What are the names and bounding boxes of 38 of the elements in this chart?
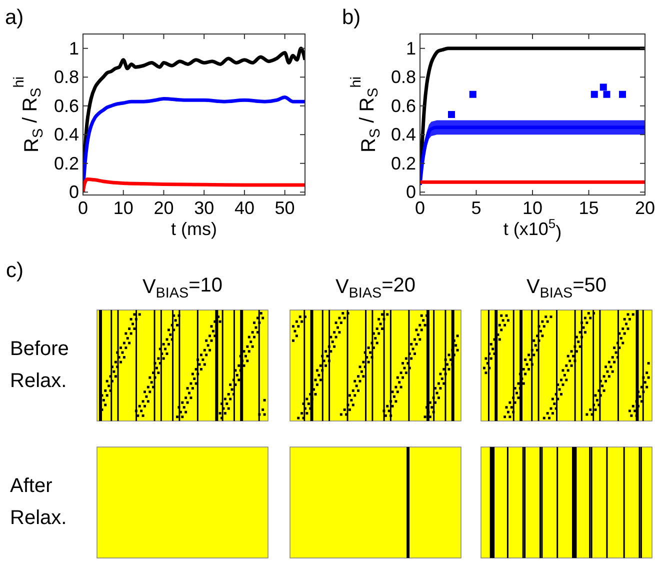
x-tick-label: 10	[113, 198, 134, 218]
x-tick-label: 10	[522, 198, 543, 218]
y-tick-label: 0.6	[54, 96, 79, 116]
x-tick-label: 15	[578, 198, 599, 218]
y-tick-label: 0	[68, 182, 79, 202]
point	[603, 90, 610, 98]
y-tick-label: 0.2	[390, 153, 416, 174]
y-tick-label: 0.2	[54, 153, 79, 174]
point	[590, 90, 598, 98]
point	[469, 90, 476, 98]
x-axis-title: t (ms)	[171, 219, 217, 239]
text: c)	[6, 259, 24, 282]
y-tick-label: 0.6	[390, 96, 416, 116]
y-tick-label: 1	[68, 38, 79, 58]
x-tick-label: 30	[194, 198, 214, 218]
y-tick-label: 0.8	[54, 67, 79, 88]
line-series	[83, 177, 305, 194]
x-tick-label: 20	[634, 198, 655, 218]
point	[619, 90, 626, 98]
text: After Relax.	[10, 475, 67, 529]
chart-title: b)	[342, 6, 361, 29]
chart-title: a)	[5, 6, 24, 29]
y-tick-label: 0.8	[390, 67, 416, 88]
text: V$_{BIAS}$=10	[142, 274, 223, 302]
text: V$_{BIAS}$=50	[526, 274, 607, 302]
text: V$_{BIAS}$=20	[335, 274, 416, 302]
y-tick-label: 0.4	[390, 124, 416, 145]
text: Before Relax.	[10, 338, 69, 392]
point	[448, 111, 455, 118]
point	[600, 84, 607, 91]
y-tick-label: 0	[406, 182, 416, 202]
x-axis-title: t (x10$^{5}$)	[503, 216, 562, 242]
y-tick-label: 0.4	[54, 124, 79, 145]
x-tick-label: 20	[154, 198, 174, 218]
x-tick-label: 5	[471, 198, 482, 218]
x-tick-label: 50	[274, 198, 295, 218]
x-tick-label: 40	[234, 198, 254, 218]
y-tick-label: 1	[406, 38, 416, 58]
